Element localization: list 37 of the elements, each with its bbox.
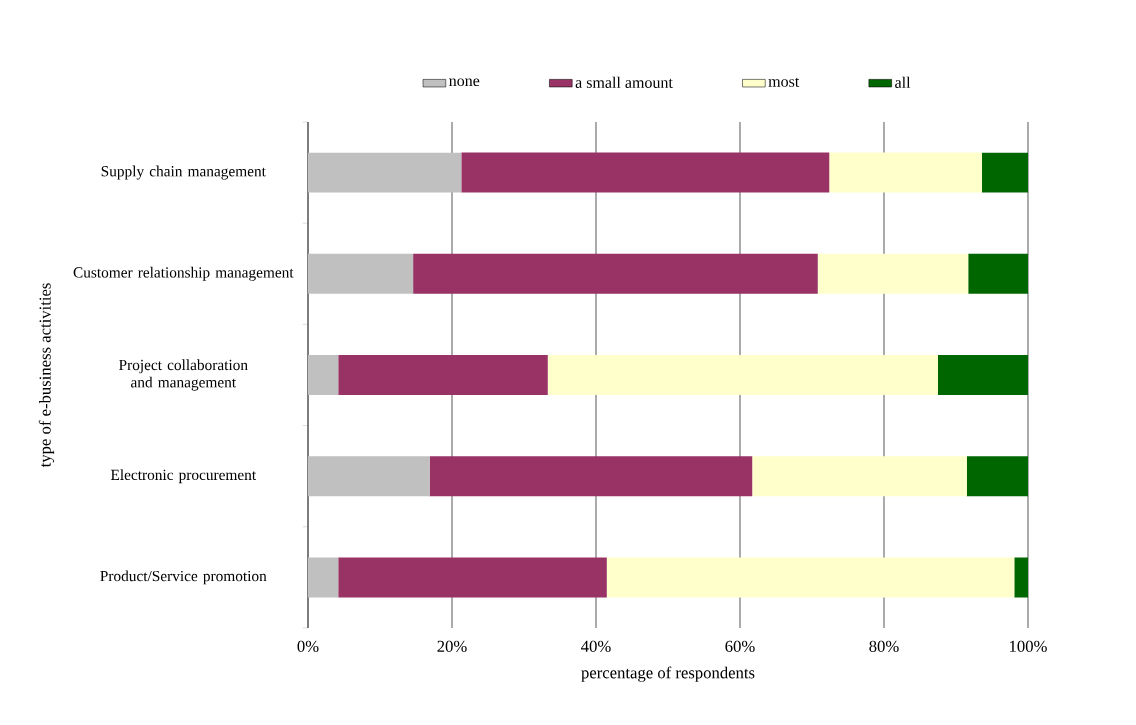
x-axis-title: percentage of respondents	[581, 666, 755, 682]
bar	[308, 354, 339, 395]
bar	[429, 456, 753, 497]
legend-label: none	[449, 78, 480, 87]
y-tick-label: Product/Service promotion	[100, 570, 267, 585]
y-tick-label: Project collaboration and management	[119, 359, 248, 391]
bar	[308, 456, 430, 497]
bar	[829, 152, 982, 193]
legend-label: a small amount	[575, 76, 673, 88]
bar	[413, 253, 818, 294]
x-tick-label: 80%	[869, 640, 899, 653]
bar	[308, 557, 339, 598]
y-tick-label: Customer relationship management	[73, 266, 294, 281]
bar	[1014, 557, 1028, 598]
bar	[547, 354, 938, 395]
y-tick-label: Electronic procurement	[110, 469, 257, 484]
legend-label: all	[895, 76, 911, 88]
y-axis-title: type of e-business activities	[38, 283, 55, 468]
bar	[968, 253, 1028, 294]
bar	[752, 456, 967, 497]
legend-label: most	[768, 77, 800, 87]
bar	[981, 152, 1028, 193]
y-tick-label: Supply chain management	[101, 165, 266, 180]
x-tick-label: 100%	[1010, 640, 1047, 653]
bar	[461, 152, 830, 193]
x-tick-label: 60%	[725, 640, 755, 653]
bar	[966, 456, 1028, 497]
x-tick-label: 20%	[437, 640, 467, 653]
bar	[308, 253, 414, 294]
bar	[606, 557, 1015, 598]
bar	[817, 253, 969, 294]
bar	[338, 557, 607, 598]
bar	[308, 152, 462, 193]
x-tick-label: 40%	[581, 640, 611, 653]
bar	[938, 354, 1028, 395]
bar	[338, 354, 548, 395]
x-tick-label: 0%	[297, 640, 319, 653]
